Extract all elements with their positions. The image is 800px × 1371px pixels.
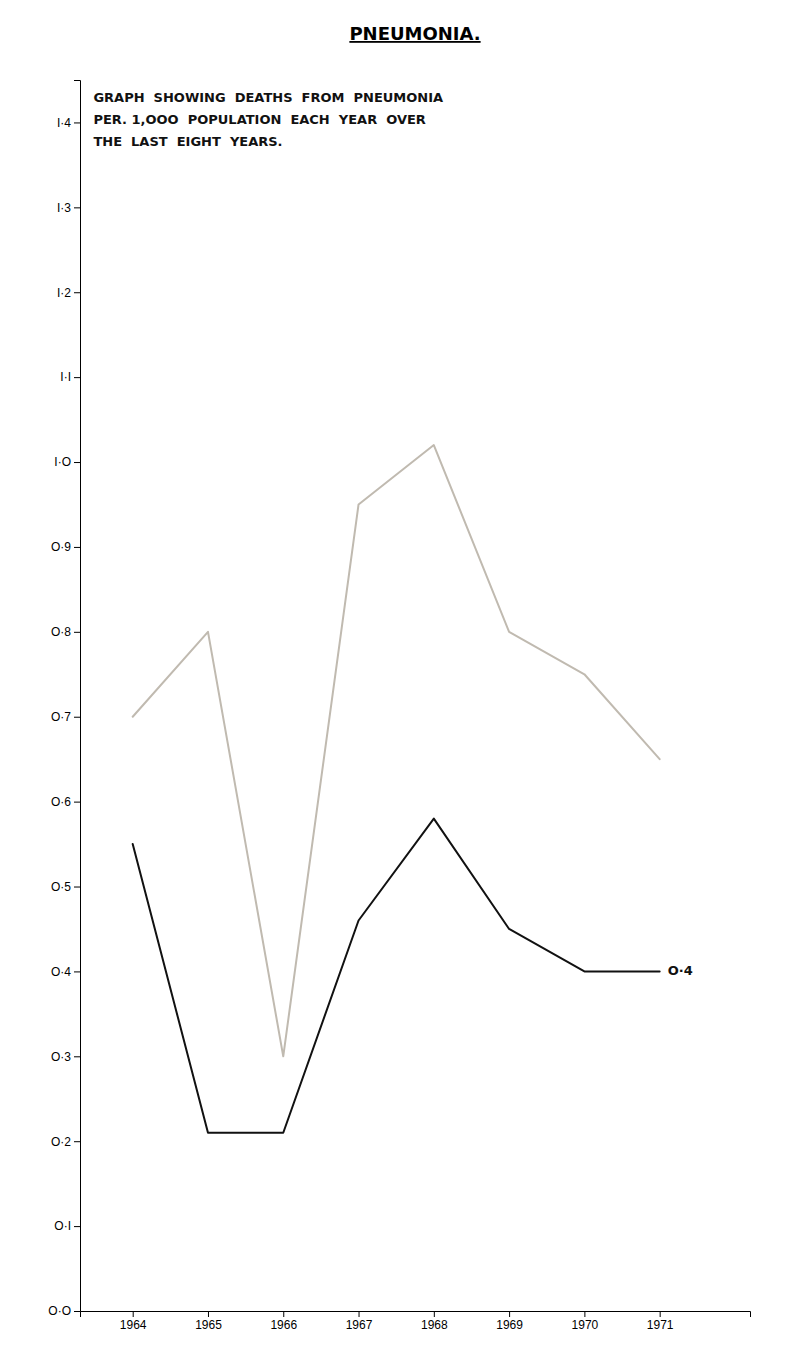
x-tick: 1967 (346, 1311, 373, 1332)
series-line (133, 819, 660, 1133)
y-tick-mark (74, 207, 80, 208)
plot-area (133, 445, 660, 1133)
y-tick: O·8 (51, 625, 80, 639)
y-tick-label: I·4 (57, 116, 71, 130)
y-tick: O·7 (51, 710, 80, 724)
x-tick: 1970 (572, 1311, 599, 1332)
y-tick-mark (74, 547, 80, 548)
y-tick: O·6 (51, 795, 80, 809)
x-tick-mark (584, 1311, 585, 1317)
annotation: THE LAST EIGHT YEARS. (93, 134, 282, 149)
x-tick-label: 1971 (647, 1318, 674, 1332)
x-axis: 1964 1965 1966 1967 1968 1969 1970 1971 (81, 1311, 751, 1332)
y-tick-label: O·3 (51, 1050, 71, 1064)
x-tick-mark (359, 1311, 360, 1317)
x-tick: 1969 (496, 1311, 523, 1332)
chart: PNEUMONIA.196419651966196719681969197019… (0, 0, 800, 1371)
y-tick: I·2 (57, 286, 80, 300)
y-tick-mark (74, 1141, 80, 1142)
x-tick-mark (208, 1311, 209, 1317)
y-tick: O·O (48, 1304, 80, 1318)
y-tick: I·3 (57, 201, 80, 215)
y-tick: O·4 (51, 965, 80, 979)
y-tick-label: O·9 (51, 540, 71, 554)
y-tick-label: O·8 (51, 625, 71, 639)
x-tick: 1965 (195, 1311, 222, 1332)
x-tick-label: 1965 (195, 1318, 222, 1332)
x-tick-mark (133, 1311, 134, 1317)
x-tick: 1971 (647, 1311, 674, 1332)
annotation: GRAPH SHOWING DEATHS FROM PNEUMONIA (93, 90, 443, 105)
y-tick: I·I (60, 370, 80, 384)
y-tick-label: O·O (48, 1304, 71, 1318)
y-tick: O·I (54, 1219, 80, 1233)
y-tick: O·3 (51, 1050, 80, 1064)
y-tick: I·O (54, 455, 80, 469)
y-tick-label: I·2 (57, 286, 71, 300)
y-tick-label: O·5 (51, 880, 71, 894)
y-tick-mark (74, 462, 80, 463)
y-tick: I·4 (57, 116, 80, 130)
series-line (133, 445, 660, 1056)
y-tick-mark (74, 292, 80, 293)
y-tick-label: O·2 (51, 1135, 71, 1149)
y-tick-label: O·4 (51, 965, 71, 979)
y-tick-label: O·I (54, 1219, 71, 1233)
y-axis: O·O O·I O·2 O·3 O·4 O·5 O·6 O·7 O·8 O·9 I·O I·I I·2 I… (48, 81, 80, 1319)
y-tick-mark (74, 632, 80, 633)
title: PNEUMONIA. (349, 23, 480, 44)
y-tick-mark (74, 1226, 80, 1227)
y-tick-mark (74, 377, 80, 378)
x-tick-label: 1968 (421, 1318, 448, 1332)
annotations: O·4 GRAPH SHOWING DEATHS FROM PNEUMONIA PE… (93, 90, 692, 978)
y-tick-label: O·6 (51, 795, 71, 809)
x-tick: 1968 (421, 1311, 448, 1332)
y-tick-mark (74, 971, 80, 972)
y-tick-mark (74, 1311, 80, 1312)
x-tick-label: 1967 (346, 1318, 373, 1332)
annotation: PER. 1,OOO POPULATION EACH YEAR OVER (93, 112, 425, 127)
x-tick: 1966 (270, 1311, 297, 1332)
y-tick-label: I·3 (57, 201, 71, 215)
x-tick-label: 1970 (572, 1318, 599, 1332)
end-label: O·4 (668, 963, 693, 978)
x-axis-line (81, 1312, 751, 1318)
y-tick: O·5 (51, 880, 80, 894)
y-tick-mark (74, 887, 80, 888)
y-tick-mark (74, 802, 80, 803)
y-tick-mark (74, 1056, 80, 1057)
x-tick-mark (434, 1311, 435, 1317)
y-tick-mark (74, 717, 80, 718)
y-tick-label: I·O (54, 455, 71, 469)
y-tick-label: I·I (60, 370, 71, 384)
y-tick: O·9 (51, 540, 80, 554)
y-tick-mark (74, 122, 80, 123)
y-tick-label: O·7 (51, 710, 71, 724)
x-tick-mark (509, 1311, 510, 1317)
x-tick-label: 1964 (120, 1318, 147, 1332)
x-tick-label: 1966 (270, 1318, 297, 1332)
x-tick-mark (660, 1311, 661, 1317)
y-axis-line (74, 81, 81, 1312)
y-tick: O·2 (51, 1135, 80, 1149)
x-tick: 1964 (120, 1311, 147, 1332)
x-tick-mark (283, 1311, 284, 1317)
x-tick-label: 1969 (496, 1318, 523, 1332)
